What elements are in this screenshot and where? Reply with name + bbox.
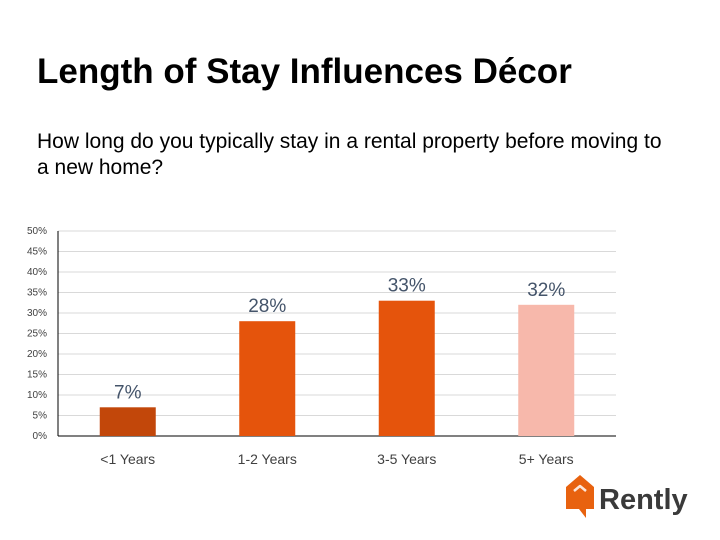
y-tick-label: 50% [27, 226, 47, 237]
slide-subtitle: How long do you typically stay in a rent… [37, 130, 662, 179]
bar [99, 407, 156, 436]
data-label: 28% [248, 296, 286, 317]
bar [378, 300, 435, 436]
y-tick-label: 10% [27, 390, 47, 401]
rently-logo: Rently [566, 475, 688, 518]
house-icon [566, 475, 594, 518]
y-tick-label: 15% [27, 370, 47, 381]
y-tick-label: 35% [27, 288, 47, 299]
data-label: 7% [114, 382, 142, 403]
data-label: 33% [388, 276, 426, 297]
y-tick-label: 20% [27, 349, 47, 360]
logo-text: Rently [599, 484, 688, 516]
y-tick-label: 40% [27, 267, 47, 278]
bar [239, 321, 296, 436]
y-tick-label: 30% [27, 308, 47, 319]
x-tick-label: 1-2 Years [238, 451, 297, 467]
y-tick-label: 0% [33, 431, 48, 442]
x-tick-label: 5+ Years [519, 451, 574, 467]
y-tick-label: 25% [27, 329, 47, 340]
data-label: 32% [527, 280, 565, 301]
y-tick-label: 5% [33, 411, 48, 422]
x-tick-label: 3-5 Years [377, 451, 436, 467]
slide-title: Length of Stay Influences Décor [37, 52, 572, 91]
x-tick-label: <1 Years [100, 451, 155, 467]
bar [518, 304, 575, 436]
y-tick-label: 45% [27, 247, 47, 258]
